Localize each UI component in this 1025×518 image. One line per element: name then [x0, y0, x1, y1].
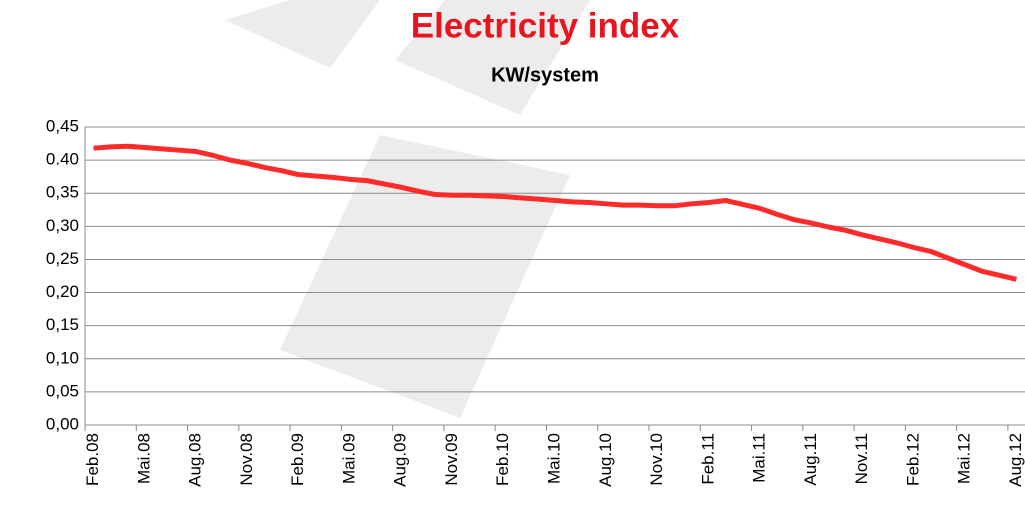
y-tick-label: 0,35 — [46, 183, 79, 202]
y-tick-label: 0,00 — [46, 414, 79, 433]
x-tick-label: Nov.08 — [237, 433, 256, 486]
x-tick-label: Feb.11 — [698, 433, 717, 485]
data-line — [93, 143, 1018, 282]
x-tick-label: Nov.10 — [647, 433, 666, 486]
y-tick-label: 0,05 — [46, 381, 79, 400]
x-tick-label: Feb.08 — [83, 433, 102, 486]
x-tick-label: Feb.10 — [493, 433, 512, 486]
x-tick-label: Aug.08 — [186, 433, 205, 487]
x-tick-label: Nov.09 — [442, 433, 461, 486]
x-tick-label: Nov.11 — [852, 433, 871, 484]
x-tick-label: Mai.09 — [339, 433, 358, 484]
x-tick-label: Aug.10 — [596, 433, 615, 487]
y-tick-label: 0,45 — [46, 116, 79, 135]
y-tick-label: 0.40 — [46, 150, 79, 169]
x-tick-label: Mai.12 — [955, 433, 974, 484]
y-tick-label: 0,10 — [46, 348, 79, 367]
x-tick-label: Mai.08 — [134, 433, 153, 484]
x-tick-label: Aug.11 — [801, 433, 820, 486]
y-tick-label: 0,20 — [46, 282, 79, 301]
y-tick-label: 0,30 — [46, 216, 79, 235]
x-tick-label: Feb.12 — [903, 433, 922, 486]
watermark — [225, 0, 590, 418]
x-tick-label: Aug.09 — [391, 433, 410, 487]
x-tick-label: Aug.12 — [1006, 433, 1025, 487]
chart-subtitle: KW/system — [491, 64, 599, 86]
x-tick-label: Mai.11 — [750, 433, 769, 483]
y-tick-label: 0,15 — [46, 315, 79, 334]
x-tick-label: Mai.10 — [544, 433, 563, 484]
x-tick-label: Feb.09 — [288, 433, 307, 486]
y-tick-label: 0,25 — [46, 249, 79, 268]
chart-title: Electricity index — [411, 6, 680, 45]
